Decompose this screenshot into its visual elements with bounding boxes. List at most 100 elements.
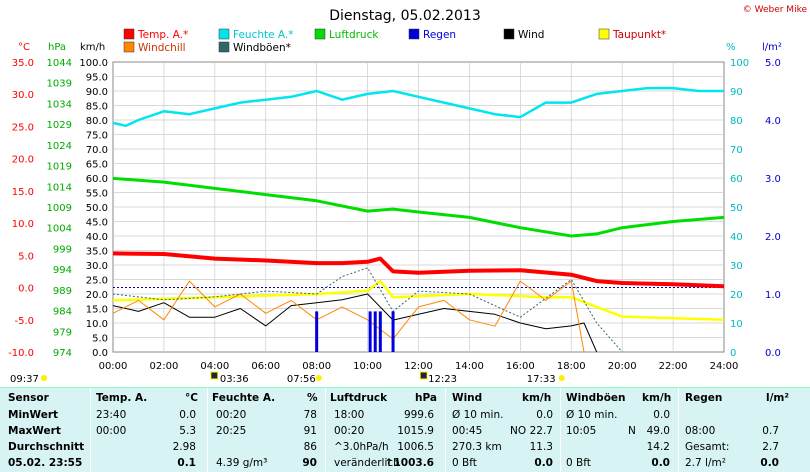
header-temp-unit: °C: [185, 392, 198, 404]
sunrise-label: 07:56: [287, 374, 316, 385]
series-line: [112, 251, 725, 289]
temp-tick-label: 5.0: [18, 251, 34, 262]
table-cell-w-val: 0.0: [536, 409, 553, 421]
legend-label: Taupunkt*: [612, 29, 666, 41]
rain-tick-label: 3.0: [765, 174, 781, 185]
table-cell-w-label: 0 Bft: [452, 457, 477, 469]
wind-tick-label: 0.0: [92, 348, 108, 359]
pressure-tick-label: 999: [53, 244, 72, 255]
humidity-tick-label: 60: [730, 174, 743, 185]
pressure-tick-label: 1029: [47, 120, 72, 131]
pressure-unit-label: hPa: [48, 42, 66, 53]
table-cell-r-label: 08:00: [685, 425, 716, 437]
table-cell-g-label: Ø 10 min.: [566, 409, 618, 421]
legend-swatch: [503, 28, 515, 40]
table-cell-p-val: 1006.5: [397, 441, 434, 453]
sun-marker-left: 09:37: [10, 374, 39, 385]
time-tick-label: 20:00: [608, 361, 637, 372]
wind-tick-label: 50.0: [86, 203, 108, 214]
pressure-tick-label: 979: [53, 327, 72, 338]
table-cell-g-dir: N: [628, 425, 636, 437]
header-gust: Windböen: [566, 392, 626, 404]
table-row: MinWert 23:40 0.0 00:20 78 18:00 999.6 Ø 10 min…: [0, 408, 810, 423]
legend-label: Temp. A.*: [137, 29, 188, 41]
moon-icon: [210, 371, 219, 380]
pressure-tick-label: 1009: [47, 203, 72, 214]
legend-label: Windböen*: [233, 42, 291, 54]
series-line: [112, 176, 725, 238]
wind-tick-label: 85.0: [86, 102, 108, 113]
legend-label: Feuchte A.*: [233, 29, 294, 41]
series-line: [112, 293, 598, 353]
table-cell-r-val: 0.7: [762, 425, 779, 437]
legend-swatch: [314, 28, 326, 40]
time-tick-label: 10:00: [353, 361, 382, 372]
rain-tick-label: 1.0: [765, 290, 781, 301]
legend-swatch: [123, 41, 135, 53]
header-rain: Regen: [685, 392, 723, 404]
wind-tick-label: 15.0: [86, 305, 108, 316]
temp-tick-label: 25.0: [12, 122, 34, 133]
header-wind: Wind: [452, 392, 483, 404]
chart-title: Dienstag, 05.02.2013: [329, 8, 480, 24]
humidity-tick-label: 90: [730, 87, 743, 98]
table-cell-p-val: ↑1003.6: [384, 457, 434, 469]
summary-table: Sensor Temp. A. °C Feuchte A. % Luftdruc…: [0, 387, 810, 472]
wind-tick-label: 40.0: [86, 232, 108, 243]
time-tick-label: 06:00: [251, 361, 280, 372]
time-tick-label: 02:00: [150, 361, 179, 372]
pressure-tick-label: 1039: [47, 79, 72, 90]
pressure-tick-label: 974: [53, 348, 72, 359]
weather-chart: Dienstag, 05.02.2013 © Weber Mike Temp. A.…: [8, 5, 807, 385]
temp-tick-label: 30.0: [12, 90, 34, 101]
humidity-tick-label: 10: [730, 319, 743, 330]
temp-tick-label: 10.0: [12, 219, 34, 230]
table-cell-t-time: 00:00: [96, 425, 127, 437]
header-temp: Temp. A.: [96, 392, 148, 404]
rain-tick-label: 2.0: [765, 232, 781, 243]
pressure-tick-label: 984: [53, 307, 72, 318]
table-cell-t-val: 2.98: [172, 441, 196, 453]
legend-swatch: [408, 28, 420, 40]
temp-tick-label: 35.0: [12, 58, 34, 69]
table-cell-w-val: 22.7: [529, 425, 553, 437]
humidity-tick-label: 50: [730, 203, 743, 214]
header-pressure: Luftdruck: [330, 392, 388, 404]
moonrise-label: 03:36: [220, 374, 249, 385]
time-tick-label: 16:00: [506, 361, 535, 372]
sun-icon: [558, 375, 565, 381]
table-cell-w-label: 00:45: [452, 425, 483, 437]
temp-tick-label: 20.0: [12, 155, 34, 166]
time-tick-label: 18:00: [557, 361, 586, 372]
time-tick-label: 00:00: [99, 361, 128, 372]
table-cell-p-time: 00:20: [334, 425, 365, 437]
table-cell-label: Durchschnitt: [8, 441, 85, 453]
table-row: Durchschnitt 2.98 86 ^3.0hPa/h 1006.5 270.3 k…: [0, 440, 810, 455]
series-line: [112, 86, 724, 128]
table-cell-g-val: 0.0: [651, 457, 670, 469]
pressure-tick-label: 1014: [47, 182, 72, 193]
legend-label: Wind: [518, 29, 544, 41]
temp-unit-label: °C: [18, 42, 30, 53]
humidity-tick-label: 0: [730, 348, 736, 359]
humidity-unit-label: %: [726, 42, 736, 53]
series-line: [112, 279, 725, 322]
temp-tick-label: -10.0: [8, 348, 34, 359]
moon-icon: [419, 371, 428, 380]
time-tick-label: 14:00: [455, 361, 484, 372]
wind-tick-label: 60.0: [86, 174, 108, 185]
series-line: [112, 267, 623, 353]
rain-bar: [315, 311, 319, 352]
rain-tick-label: 4.0: [765, 116, 781, 127]
table-cell-p-time: 18:00: [334, 409, 365, 421]
legend-swatch: [218, 41, 230, 53]
legend-swatch: [123, 28, 135, 40]
humidity-tick-label: 80: [730, 116, 743, 127]
table-cell-t-val: 0.0: [179, 409, 196, 421]
table-cell-r-label: 2.7 l/m²: [685, 457, 726, 469]
wind-tick-label: 100.0: [79, 58, 108, 69]
wind-tick-label: 70.0: [86, 145, 108, 156]
table-cell-h-val: 78: [303, 409, 317, 421]
wind-tick-label: 10.0: [86, 319, 108, 330]
pressure-tick-label: 994: [53, 265, 72, 276]
